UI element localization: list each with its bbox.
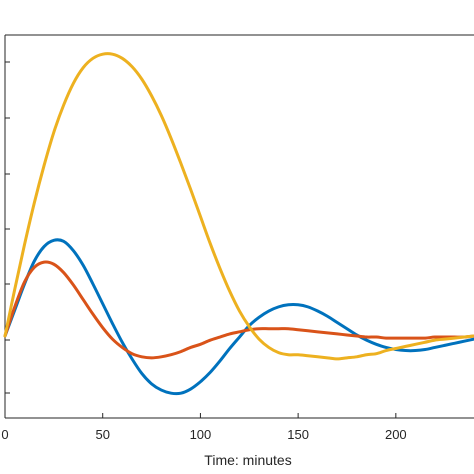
series-line-1 — [3, 238, 474, 396]
series-line-3 — [3, 52, 474, 361]
x-tick-label: 50 — [95, 427, 109, 442]
x-tick-label: 200 — [385, 427, 407, 442]
x-tick-label: 150 — [287, 427, 309, 442]
series-line-2 — [3, 260, 474, 360]
x-axis-label: Time: minutes — [204, 452, 291, 468]
x-ticks: 0 50 100 150 200 — [1, 413, 407, 442]
series-layer — [3, 52, 474, 396]
x-tick-label: 100 — [190, 427, 212, 442]
axes-frame — [4, 34, 474, 419]
x-tick-label: 0 — [1, 427, 8, 442]
